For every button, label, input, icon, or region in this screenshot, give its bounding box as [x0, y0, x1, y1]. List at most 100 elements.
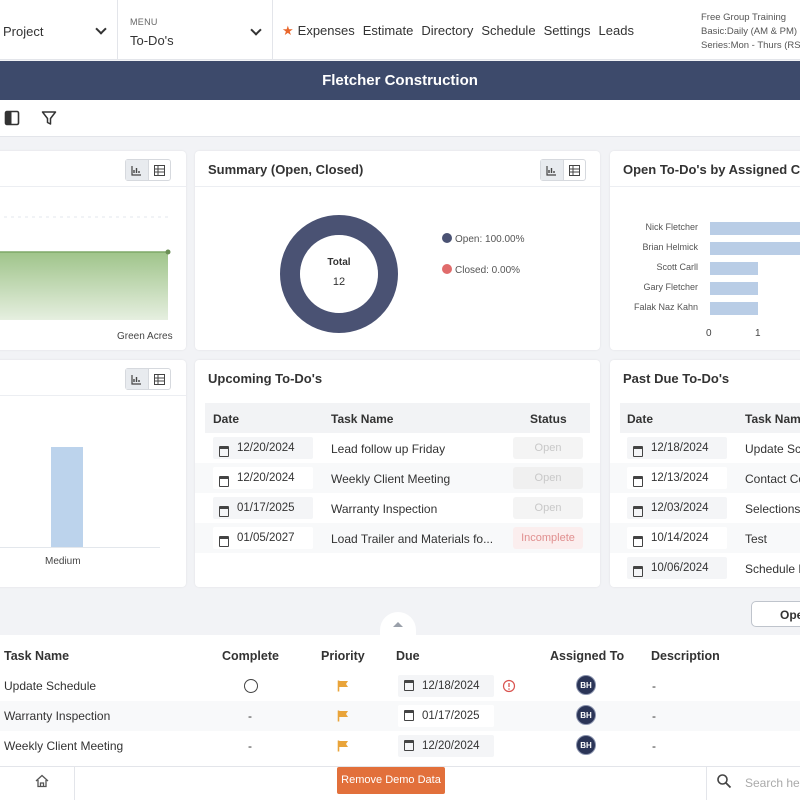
area-fill — [0, 252, 168, 320]
calendar-icon — [219, 476, 229, 487]
remove-demo-data-button[interactable]: Remove Demo Data — [337, 767, 445, 794]
divider — [74, 767, 75, 800]
donut-slice-open[interactable] — [280, 215, 398, 333]
table-view-icon[interactable] — [149, 369, 171, 389]
company-banner: Fletcher Construction — [0, 61, 800, 100]
chart-view-icon[interactable] — [126, 160, 149, 180]
nav-link-expenses[interactable]: Expenses — [297, 23, 355, 38]
bar[interactable] — [710, 302, 758, 315]
left-priority-card: Medium — [0, 360, 186, 587]
col-task-name[interactable]: Task Nam — [745, 412, 800, 426]
table-row[interactable]: 12/20/2024 Weekly Client Meeting Open — [195, 463, 600, 493]
collapse-handle[interactable] — [380, 612, 416, 636]
chart-table-toggle[interactable] — [125, 368, 171, 390]
date-field[interactable]: 01/05/2027 — [213, 527, 313, 549]
task-name: Load Trailer and Materials fo... — [331, 532, 494, 546]
date-field[interactable]: 12/18/2024 — [627, 437, 727, 459]
filter-icon[interactable] — [41, 110, 57, 126]
table-row[interactable]: 12/03/2024 Selections — [610, 493, 800, 523]
chart-view-icon[interactable] — [541, 160, 564, 180]
list-item[interactable]: Update Schedule 12/18/2024 BH - — [0, 671, 800, 701]
complete-checkbox[interactable] — [244, 679, 258, 693]
col-due[interactable]: Due — [396, 649, 420, 663]
table-row[interactable]: 12/18/2024 Update Sc — [610, 433, 800, 463]
chevron-down-icon — [250, 24, 262, 36]
task-name: Warranty Inspection — [4, 709, 111, 723]
bar[interactable] — [710, 222, 800, 235]
chart-table-toggle[interactable] — [125, 159, 171, 181]
x-tick-label: 1 — [755, 328, 761, 339]
nav-link-estimate[interactable]: Estimate — [362, 23, 414, 38]
col-task-name[interactable]: Task Name — [331, 412, 394, 426]
flag-icon[interactable] — [337, 740, 349, 752]
avatar[interactable]: BH — [576, 705, 596, 725]
card-title: Upcoming To-Do's — [208, 371, 323, 386]
search-icon[interactable] — [716, 773, 732, 789]
search-input[interactable]: Search he — [745, 776, 800, 790]
date-field[interactable]: 12/20/2024 — [213, 467, 313, 489]
open-button[interactable]: Ope — [751, 601, 800, 627]
date-field[interactable]: 10/14/2024 — [627, 527, 727, 549]
nav-link-schedule[interactable]: Schedule — [481, 23, 536, 38]
flag-icon[interactable] — [337, 710, 349, 722]
col-priority[interactable]: Priority — [321, 649, 365, 663]
table-row[interactable]: 01/17/2025 Warranty Inspection Open — [195, 493, 600, 523]
summary-card: Summary (Open, Closed) Total 12 Open: 10… — [195, 151, 600, 350]
overdue-alert-icon — [502, 679, 516, 693]
date-field[interactable]: 01/17/2025 — [213, 497, 313, 519]
table-row[interactable]: 12/20/2024 Lead follow up Friday Open — [195, 433, 600, 463]
bar-label: Falak Naz Kahn — [633, 302, 698, 312]
legend-label: Open: 100.00% — [455, 234, 525, 245]
donut-chart — [280, 215, 398, 333]
calendar-icon — [633, 506, 643, 517]
nav-link-settings[interactable]: Settings — [543, 23, 591, 38]
nav-link-leads[interactable]: Leads — [598, 23, 634, 38]
home-icon[interactable] — [34, 773, 50, 789]
menu-select[interactable]: MENU To-Do's — [118, 0, 273, 60]
col-assigned-to[interactable]: Assigned To — [550, 649, 625, 663]
nav-links: ★ Expenses Estimate Directory Schedule S… — [282, 23, 642, 39]
data-point[interactable] — [165, 249, 171, 255]
legend-dot — [442, 233, 452, 243]
due-date-field[interactable]: 01/17/2025 — [398, 705, 494, 727]
calendar-icon — [404, 680, 414, 691]
chart-table-toggle[interactable] — [540, 159, 586, 181]
bar[interactable] — [710, 282, 758, 295]
training-promo[interactable]: Free Group Training Basic:Daily (AM & PM… — [701, 11, 800, 53]
table-row[interactable]: 10/06/2024 Schedule F — [610, 553, 800, 583]
legend-dot — [442, 264, 452, 274]
list-item[interactable]: Warranty Inspection - 01/17/2025 BH - — [0, 701, 800, 731]
avatar[interactable]: BH — [576, 735, 596, 755]
layout-icon[interactable] — [4, 110, 20, 126]
description: - — [652, 679, 656, 693]
task-name: Test — [745, 532, 768, 546]
due-date-field[interactable]: 12/18/2024 — [398, 675, 494, 697]
col-description[interactable]: Description — [651, 649, 720, 663]
table-view-icon[interactable] — [149, 160, 171, 180]
avatar[interactable]: BH — [576, 675, 596, 695]
table-row[interactable]: 01/05/2027 Load Trailer and Materials fo… — [195, 523, 600, 553]
bar[interactable] — [710, 242, 800, 255]
col-date[interactable]: Date — [627, 412, 654, 426]
date-field[interactable]: 10/06/2024 — [627, 557, 727, 579]
col-complete[interactable]: Complete — [222, 649, 279, 663]
table-view-icon[interactable] — [564, 160, 586, 180]
date-field[interactable]: 12/13/2024 — [627, 467, 727, 489]
date-field[interactable]: 12/20/2024 — [213, 437, 313, 459]
card-title: Past Due To-Do's — [623, 371, 730, 386]
list-item[interactable]: Weekly Client Meeting - 12/20/2024 BH - — [0, 731, 800, 761]
col-date[interactable]: Date — [213, 412, 240, 426]
nav-link-directory[interactable]: Directory — [421, 23, 474, 38]
due-date-field[interactable]: 12/20/2024 — [398, 735, 494, 757]
table-row[interactable]: 12/13/2024 Contact Co — [610, 463, 800, 493]
col-task-name[interactable]: Task Name — [4, 649, 70, 663]
flag-icon[interactable] — [337, 680, 349, 692]
bar[interactable] — [710, 262, 758, 275]
complete-value: - — [248, 739, 252, 753]
bar[interactable] — [51, 447, 83, 547]
project-select[interactable]: Project — [0, 0, 118, 60]
col-status[interactable]: Status — [530, 412, 567, 426]
chart-view-icon[interactable] — [126, 369, 149, 389]
date-field[interactable]: 12/03/2024 — [627, 497, 727, 519]
table-row[interactable]: 10/14/2024 Test — [610, 523, 800, 553]
